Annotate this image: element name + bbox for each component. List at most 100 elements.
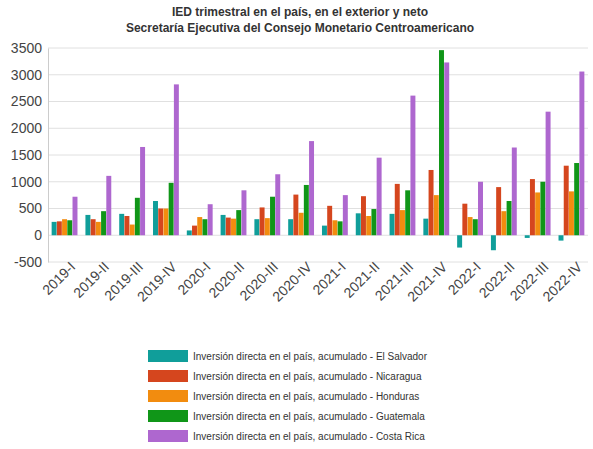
legend-swatch [148,410,188,422]
plot: -500 0 500 1000 1500 2000 2500 3000 3500 2019-I20… [11,40,588,305]
bar [169,183,174,235]
y-tick: 2000 [11,120,48,136]
bar [304,185,309,235]
x-tick: 2019-IV [134,258,180,304]
bar [579,72,584,236]
bar [226,218,231,236]
grid-line [48,48,588,49]
bar [530,179,535,235]
y-tick-label: 3000 [11,67,42,83]
y-tick: 3000 [11,67,48,83]
bar [101,211,106,235]
bar [429,170,434,235]
bar [496,187,501,235]
legend-swatch [148,390,188,402]
legend-item: Inversión directa en el país, acumulado … [148,430,425,442]
bar [574,163,579,235]
title: IED trimestral en el país, en el exterio… [172,5,428,19]
y-tick-label: 1000 [11,174,42,190]
bar [299,213,304,235]
bar [187,230,192,235]
grid-line [48,181,588,182]
y-tick: 1000 [11,174,48,190]
bar [57,221,62,235]
legend: Inversión directa en el país, acumulado … [148,350,428,442]
y-tick-label: 2500 [11,93,42,109]
bar [332,220,337,235]
bar [478,182,483,236]
bar [208,204,213,235]
grid-line [48,155,588,156]
y-tick-label: 500 [19,200,43,216]
bar [400,210,405,235]
subtitle: Secretaría Ejecutiva del Consejo Monetar… [126,21,474,35]
y-tick-label: 3500 [11,40,42,56]
bar [106,176,111,235]
bar [491,235,496,250]
bar [569,191,574,235]
bar [473,219,478,235]
y-tick: 2500 [11,93,48,109]
bar [535,192,540,235]
bar [343,195,348,235]
x-tick-label: 2020-IV [269,258,315,304]
legend-label: Inversión directa en el país, acumulado … [193,371,422,382]
chart: IED trimestral en el país, en el exterio… [0,0,593,449]
bar [153,201,158,235]
bar [439,50,444,235]
legend-swatch [148,430,188,442]
legend-label: Inversión directa en el país, acumulado … [193,391,419,402]
legend-label: Inversión directa en el país, acumulado … [193,351,428,362]
y-tick: 0 [34,227,48,243]
bar [91,219,96,235]
x-tick-label: 2022-IV [539,258,585,304]
bar [361,196,366,235]
bar [525,235,530,238]
bars [52,50,585,250]
legend-item: Inversión directa en el país, acumulado … [148,350,428,362]
grid [48,48,588,262]
y-tick-label: 0 [34,227,42,243]
bar [507,201,512,235]
x-axis: 2019-I2019-II2019-III2019-IV2020-I2020-I… [39,258,586,304]
bar [377,158,382,236]
bar [501,211,506,235]
bar [309,141,314,235]
legend-item: Inversión directa en el país, acumulado … [148,370,422,382]
bar [390,214,395,235]
bar [564,166,569,236]
bar [356,213,361,235]
bar [270,197,275,236]
bar [73,197,78,236]
bar [163,209,168,236]
bar [158,209,163,236]
bar [140,147,145,235]
x-tick: 2021-IV [404,258,450,304]
legend-swatch [148,350,188,362]
bar [135,198,140,235]
series [62,191,574,235]
bar [275,174,280,235]
bar [338,221,343,235]
y-tick: -500 [14,254,48,270]
bar [221,215,226,235]
bar [512,148,517,236]
y-tick: 1500 [11,147,48,163]
bar [322,226,327,236]
bar [288,219,293,235]
bar [52,222,57,235]
bar [231,219,236,236]
bar [96,222,101,235]
y-tick-label: 1500 [11,147,42,163]
legend-item: Inversión directa en el país, acumulado … [148,390,419,402]
bar [260,207,265,235]
bar [67,220,72,235]
bar [540,182,545,236]
series [73,62,585,235]
y-tick: 500 [19,200,48,216]
bar [174,84,179,235]
x-tick: 2022-IV [539,258,585,304]
bar [192,226,197,236]
bar [371,209,376,235]
grid-line [48,74,588,75]
